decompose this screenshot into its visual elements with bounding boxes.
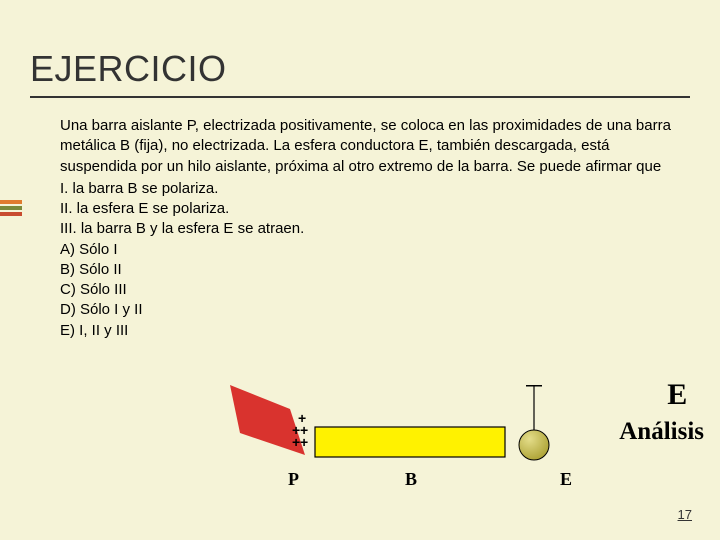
option-b: B) Sólo II (60, 260, 678, 280)
statement-1: I. la barra B se polariza. (60, 179, 678, 199)
option-a: A) Sólo I (60, 240, 678, 260)
body-text: Una barra aislante P, electrizada positi… (0, 98, 720, 341)
statement-2: II. la esfera E se polariza. (60, 199, 678, 219)
svg-text:B: B (405, 469, 417, 489)
option-c: C) Sólo III (60, 280, 678, 300)
accent-stripe-1 (0, 200, 22, 204)
option-d: D) Sólo I y II (60, 300, 678, 320)
side-labels: E Análisis (619, 378, 704, 446)
svg-text:E: E (560, 469, 572, 489)
intro-paragraph: Una barra aislante P, electrizada positi… (60, 116, 678, 177)
svg-text:+: + (292, 434, 300, 450)
accent-stripe-2 (0, 206, 22, 210)
physics-figure: +++++PBE (230, 385, 590, 495)
page-number: 17 (678, 507, 692, 522)
svg-text:P: P (288, 469, 299, 489)
side-label-analysis: Análisis (619, 418, 704, 446)
option-e: E) I, II y III (60, 321, 678, 341)
statement-3: III. la barra B y la esfera E se atraen. (60, 219, 678, 239)
page-title: EJERCICIO (0, 48, 720, 90)
side-label-e: E (619, 378, 704, 412)
svg-text:+: + (300, 434, 308, 450)
accent-stripe-3 (0, 212, 22, 216)
